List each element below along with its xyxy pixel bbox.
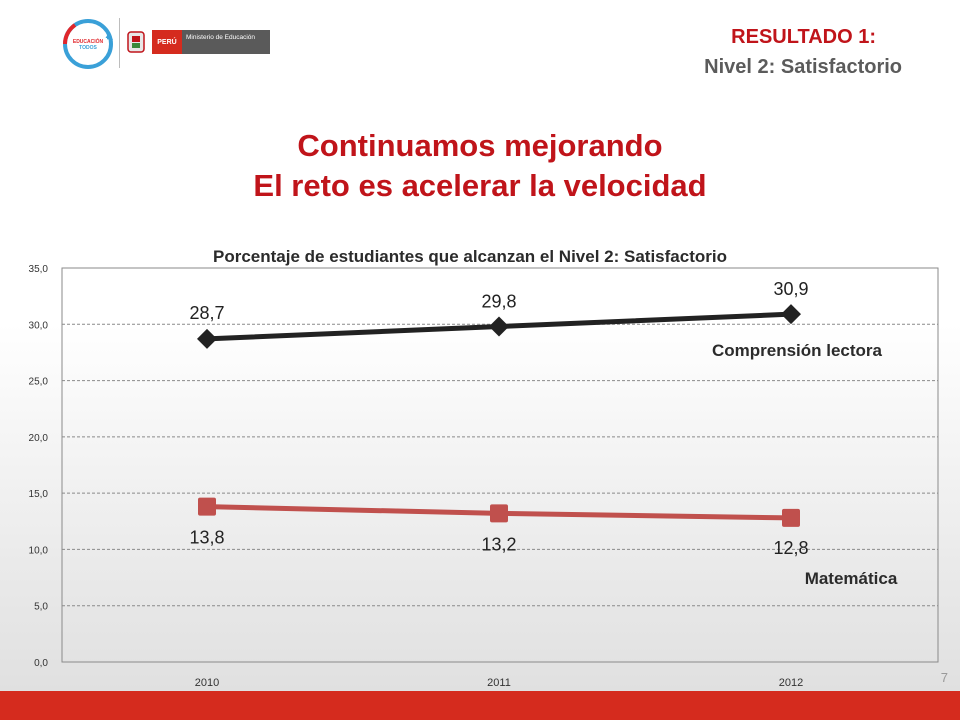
result-title: RESULTADO 1: [731,26,876,48]
ministry-logo: PERÚ Ministerio de Educación [152,30,270,54]
footer-bar [0,691,960,720]
y-tick-label: 20,0 [29,433,49,444]
data-label: 12,8 [773,538,808,558]
country-label: PERÚ [152,30,182,54]
plot-frame [61,267,939,663]
series-label-reading: Comprensión lectora [712,341,883,360]
result-subtitle: Nivel 2: Satisfactorio [704,56,902,78]
data-point-square [490,504,508,523]
headline-line-2: El reto es acelerar la velocidad [253,168,707,203]
y-tick-label: 10,0 [29,545,49,556]
data-label: 29,8 [481,292,516,312]
x-tick-label: 2011 [487,677,511,689]
svg-text:EDUCACIÓN: EDUCACIÓN [73,37,104,45]
x-tick-label: 2010 [195,677,219,689]
y-tick-label: 15,0 [29,489,49,500]
data-point-square [782,508,800,527]
data-point-diamond [489,316,509,337]
data-point-diamond [197,328,217,349]
y-tick-label: 35,0 [29,264,49,275]
chart-title: Porcentaje de estudiantes que alcanzan e… [213,247,727,266]
page-number: 7 [940,670,948,685]
svg-text:TODOS: TODOS [79,45,97,51]
data-label: 13,8 [189,528,224,548]
campaign-logo: EDUCACIÓN TODOS [62,19,113,69]
y-tick-label: 25,0 [29,377,49,388]
coat-of-arms-icon [127,31,145,53]
data-label: 30,9 [773,279,808,299]
y-tick-label: 0,0 [34,658,48,669]
headline-line-1: Continuamos mejorando [297,128,663,163]
data-label: 13,2 [481,534,516,554]
logo-divider [119,18,120,68]
data-label: 28,7 [189,303,224,323]
data-point-square [198,497,216,516]
logo-area: EDUCACIÓN TODOS [55,14,285,74]
x-tick-label: 2012 [779,677,803,689]
y-tick-label: 30,0 [29,320,49,331]
headline: Continuamos mejorando El reto es acelera… [0,126,960,206]
y-tick-label: 5,0 [34,602,48,613]
ministry-label: Ministerio de Educación [182,30,270,54]
series-label-math: Matemática [805,569,898,588]
data-point-diamond [781,304,801,325]
